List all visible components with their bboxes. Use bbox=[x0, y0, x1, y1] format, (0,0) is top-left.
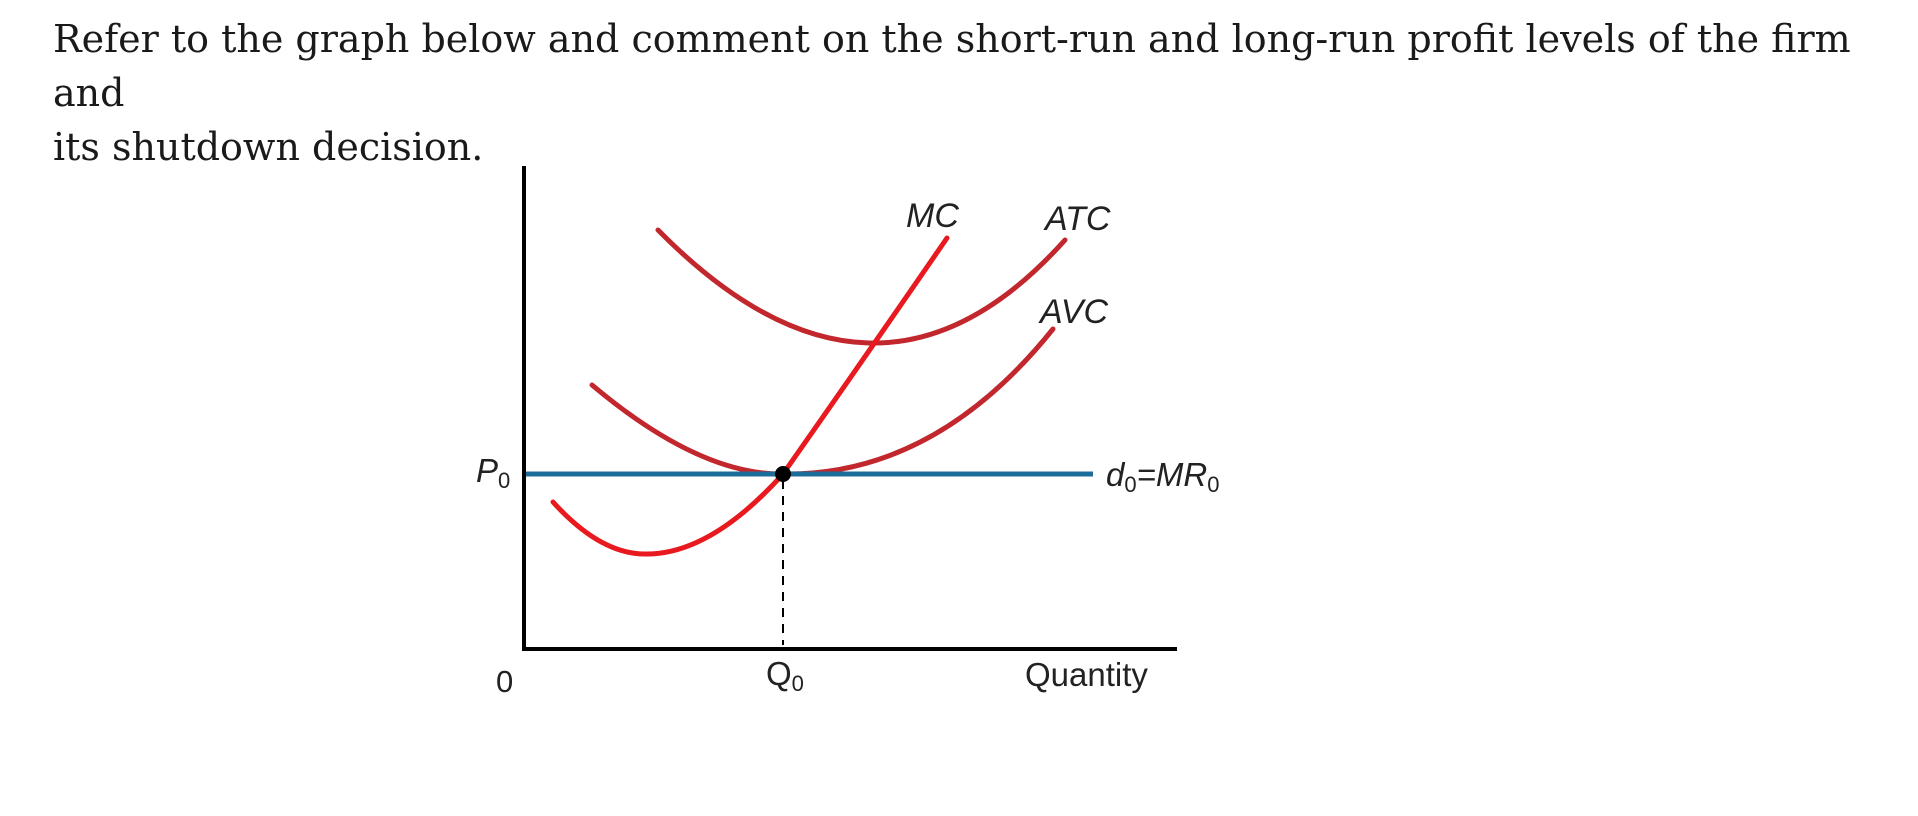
atc-curve bbox=[655, 227, 1068, 346]
question-line-1: Refer to the graph below and comment on … bbox=[53, 17, 1851, 115]
equilibrium-point bbox=[775, 466, 791, 482]
origin-label: 0 bbox=[496, 664, 513, 699]
demand-mr-label: d0=MR0 bbox=[1106, 456, 1219, 497]
q0-sub: 0 bbox=[792, 671, 804, 696]
p0-sub: 0 bbox=[498, 468, 510, 493]
question-text: Refer to the graph below and comment on … bbox=[53, 12, 1853, 174]
demand-mr-sub: 0 bbox=[1207, 472, 1219, 497]
q0-main: Q bbox=[766, 655, 792, 692]
mc-label: MC bbox=[906, 197, 959, 235]
demand-eq-mr: =MR bbox=[1137, 456, 1208, 493]
atc-label: ATC bbox=[1043, 200, 1111, 238]
x-axis-label: Quantity bbox=[1025, 656, 1148, 693]
demand-d: d bbox=[1106, 456, 1126, 493]
avc-label: AVC bbox=[1038, 293, 1108, 331]
p0-main: P bbox=[476, 452, 498, 489]
mc-curve bbox=[550, 235, 950, 557]
q0-label: Q0 bbox=[766, 655, 804, 696]
demand-d-sub: 0 bbox=[1124, 472, 1136, 497]
question-line-2: its shutdown decision. bbox=[53, 125, 484, 169]
p0-label: P0 bbox=[476, 452, 510, 493]
avc-curve bbox=[589, 326, 1056, 477]
